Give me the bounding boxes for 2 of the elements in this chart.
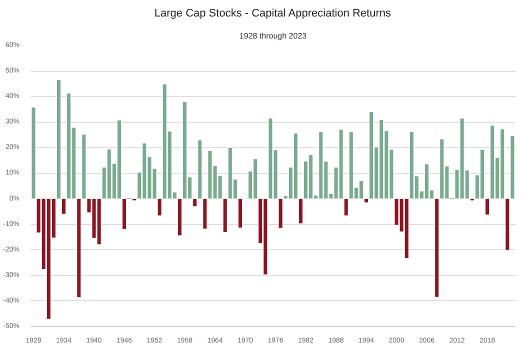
chart-subtitle: 1928 through 2023	[239, 32, 308, 40]
chart-title: Large Cap Stocks - Capital Appreciation Returns	[154, 8, 392, 20]
